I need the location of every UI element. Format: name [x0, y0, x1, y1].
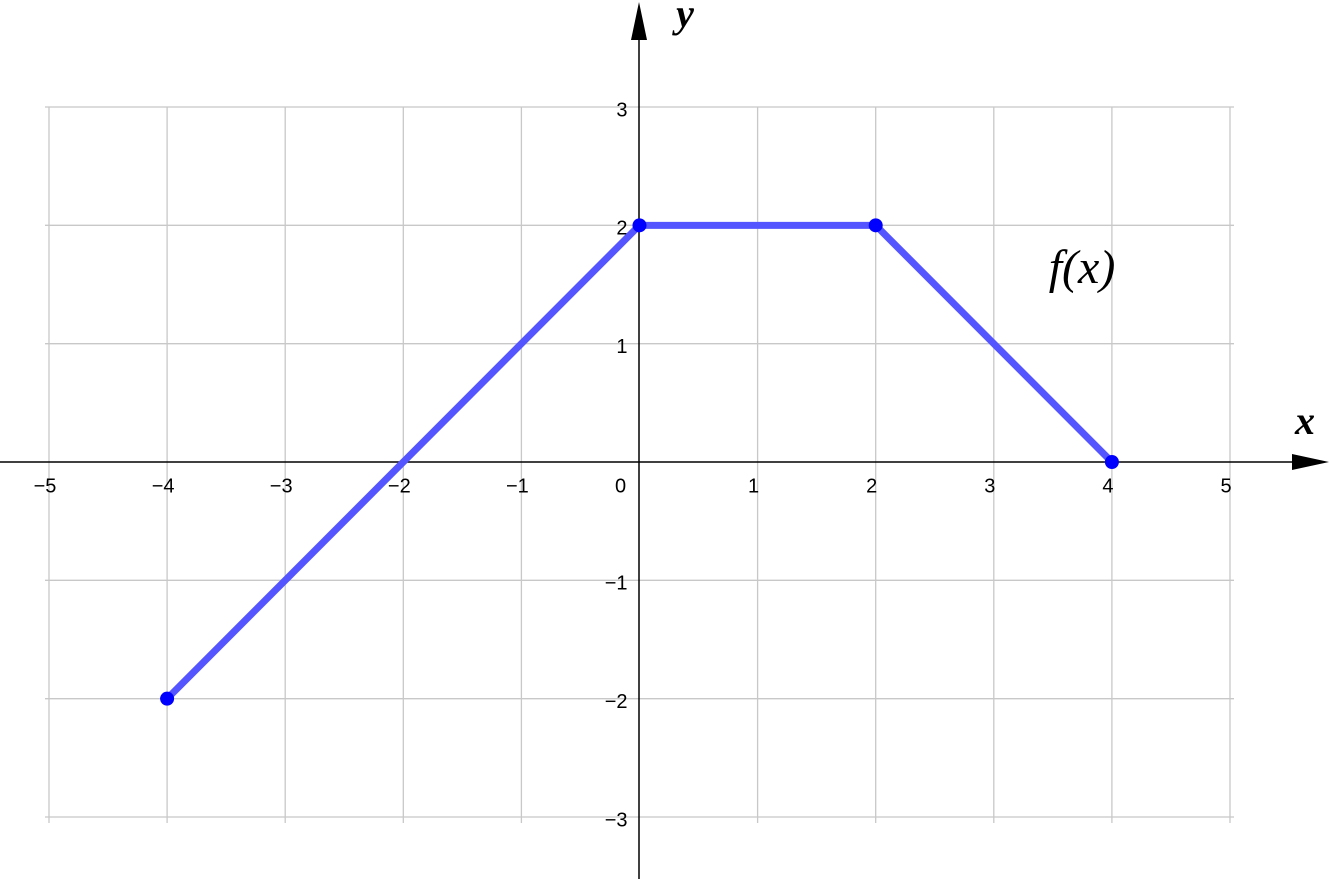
x-tick-label: 2 [866, 475, 877, 497]
y-tick-label: 2 [616, 218, 627, 240]
point [160, 691, 175, 706]
point [632, 218, 647, 233]
x-tick-label: 0 [615, 475, 626, 497]
function-line [164, 221, 1115, 702]
x-tick-label: 3 [984, 475, 995, 497]
function-label: f(x) [1049, 241, 1116, 294]
y-tick-label: −2 [605, 691, 628, 713]
y-tick-label: −3 [605, 809, 628, 831]
point [1104, 455, 1119, 469]
x-arrow [1292, 454, 1329, 470]
x-tick-label: 1 [748, 475, 759, 497]
y-tick-label: −1 [605, 573, 628, 595]
y-tick-label: 3 [616, 99, 627, 121]
y-arrow [631, 2, 647, 40]
x-axis-label: x [1294, 398, 1315, 443]
x-tick-label: −3 [270, 475, 293, 497]
plot [160, 218, 1119, 706]
x-tick-label: −4 [152, 475, 175, 497]
x-tick-label: 4 [1102, 475, 1113, 497]
point [868, 218, 883, 233]
y-axis-label: y [672, 0, 694, 36]
y-tick-label: 1 [616, 336, 627, 358]
x-tick-label: −5 [34, 475, 57, 497]
x-tick-label: −2 [388, 475, 411, 497]
x-tick-label: 5 [1220, 475, 1231, 497]
x-tick-label: −1 [506, 475, 529, 497]
